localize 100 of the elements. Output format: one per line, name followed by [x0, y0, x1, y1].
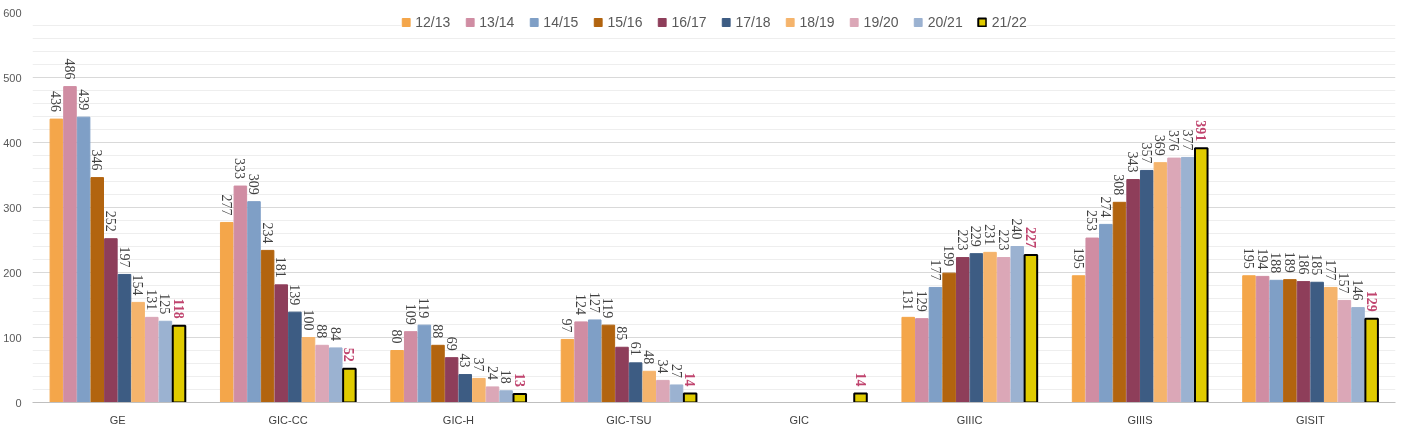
bar: [587, 319, 602, 403]
y-tick-label: 200: [3, 266, 22, 279]
data-label: 343: [1125, 151, 1141, 173]
y-tick-label: 600: [3, 6, 22, 19]
bar: [915, 318, 929, 403]
bar: [1085, 237, 1099, 403]
bar: [1364, 317, 1379, 403]
data-label: 88: [314, 324, 330, 339]
data-label: 80: [389, 329, 405, 344]
bar: [1351, 307, 1365, 403]
legend-label: 16/17: [671, 14, 707, 30]
data-label: 14: [852, 372, 868, 387]
bar: [1296, 281, 1311, 403]
data-label: 436: [48, 91, 64, 113]
bar: [315, 344, 329, 403]
data-label: 181: [273, 256, 289, 278]
data-label: 274: [1097, 196, 1113, 218]
bar: [1153, 162, 1168, 403]
data-label: 195: [1070, 247, 1086, 269]
bar: [1255, 275, 1270, 403]
data-label: 154: [130, 274, 146, 296]
bar: [901, 316, 915, 403]
bar: [117, 273, 132, 403]
data-label: 309: [245, 173, 261, 195]
bar: [656, 379, 670, 403]
bar: [444, 357, 459, 403]
data-label: 199: [941, 245, 957, 267]
bar: [1242, 275, 1256, 403]
bar: [669, 384, 684, 403]
data-label: 194: [1254, 248, 1270, 270]
data-label: 61: [627, 341, 643, 356]
data-label: 346: [89, 149, 105, 171]
bar: [1112, 201, 1127, 403]
legend-label: 21/22: [991, 14, 1027, 30]
bar: [1099, 223, 1113, 403]
bar: [431, 344, 445, 403]
bar: [642, 370, 657, 403]
bar: [104, 238, 118, 403]
bar: [1126, 179, 1140, 403]
bar: [682, 392, 698, 403]
bar: [601, 324, 616, 403]
data-label: 197: [116, 246, 132, 268]
x-tick-label: GE: [109, 413, 126, 426]
bar: [1071, 275, 1086, 403]
bar: [1310, 281, 1324, 403]
bar: [233, 185, 248, 403]
data-label: 84: [327, 326, 343, 341]
data-label: 189: [1281, 251, 1297, 273]
x-tick-label: GIC-CC: [268, 413, 308, 426]
bar: [983, 251, 997, 403]
legend-label: 19/20: [863, 14, 899, 30]
legend-label: 18/19: [799, 14, 835, 30]
bar: [403, 331, 418, 403]
data-label: 124: [573, 293, 589, 315]
data-label: 177: [927, 259, 943, 281]
data-label: 97: [559, 318, 575, 333]
legend-label: 13/14: [479, 14, 515, 30]
data-label: 131: [143, 289, 159, 311]
legend-label: 17/18: [735, 14, 771, 30]
data-label: 119: [416, 297, 432, 319]
data-label: 357: [1138, 142, 1154, 164]
bar: [1283, 279, 1297, 403]
data-label: 69: [443, 336, 459, 351]
data-label: 100: [300, 309, 316, 331]
bar: [1180, 156, 1195, 403]
bar: [158, 320, 173, 403]
data-label: 186: [1295, 253, 1311, 275]
data-label: 34: [654, 359, 670, 374]
data-label: 139: [286, 284, 302, 306]
y-tick-label: 400: [3, 136, 22, 149]
data-label: 129: [913, 290, 929, 312]
bar: [63, 86, 77, 403]
data-label: 376: [1166, 130, 1182, 152]
data-label: 188: [1268, 252, 1284, 274]
data-label: 252: [102, 210, 118, 232]
data-label: 48: [641, 350, 657, 365]
data-label: 13: [511, 373, 527, 388]
bar: [219, 221, 234, 403]
x-tick-label: GIIIC: [956, 413, 983, 426]
data-label: 14: [682, 372, 698, 387]
data-label: 227: [1022, 226, 1038, 248]
bar: [274, 284, 289, 403]
data-label: 486: [61, 58, 77, 80]
data-label: 129: [1363, 290, 1379, 312]
data-label: 109: [402, 303, 418, 325]
legend-label: 20/21: [927, 14, 963, 30]
data-label: 18: [498, 369, 514, 384]
bar: [574, 321, 588, 403]
data-label: 253: [1084, 210, 1100, 232]
bar: [247, 201, 261, 403]
data-label: 27: [668, 363, 684, 378]
data-label: 439: [75, 89, 91, 111]
bar: [485, 386, 500, 403]
data-label: 231: [982, 224, 998, 246]
bar: [472, 377, 486, 403]
bar: [1167, 157, 1181, 403]
data-label: 377: [1179, 129, 1195, 151]
data-label: 185: [1309, 254, 1325, 276]
bar: [996, 257, 1011, 403]
bar: [342, 367, 357, 403]
